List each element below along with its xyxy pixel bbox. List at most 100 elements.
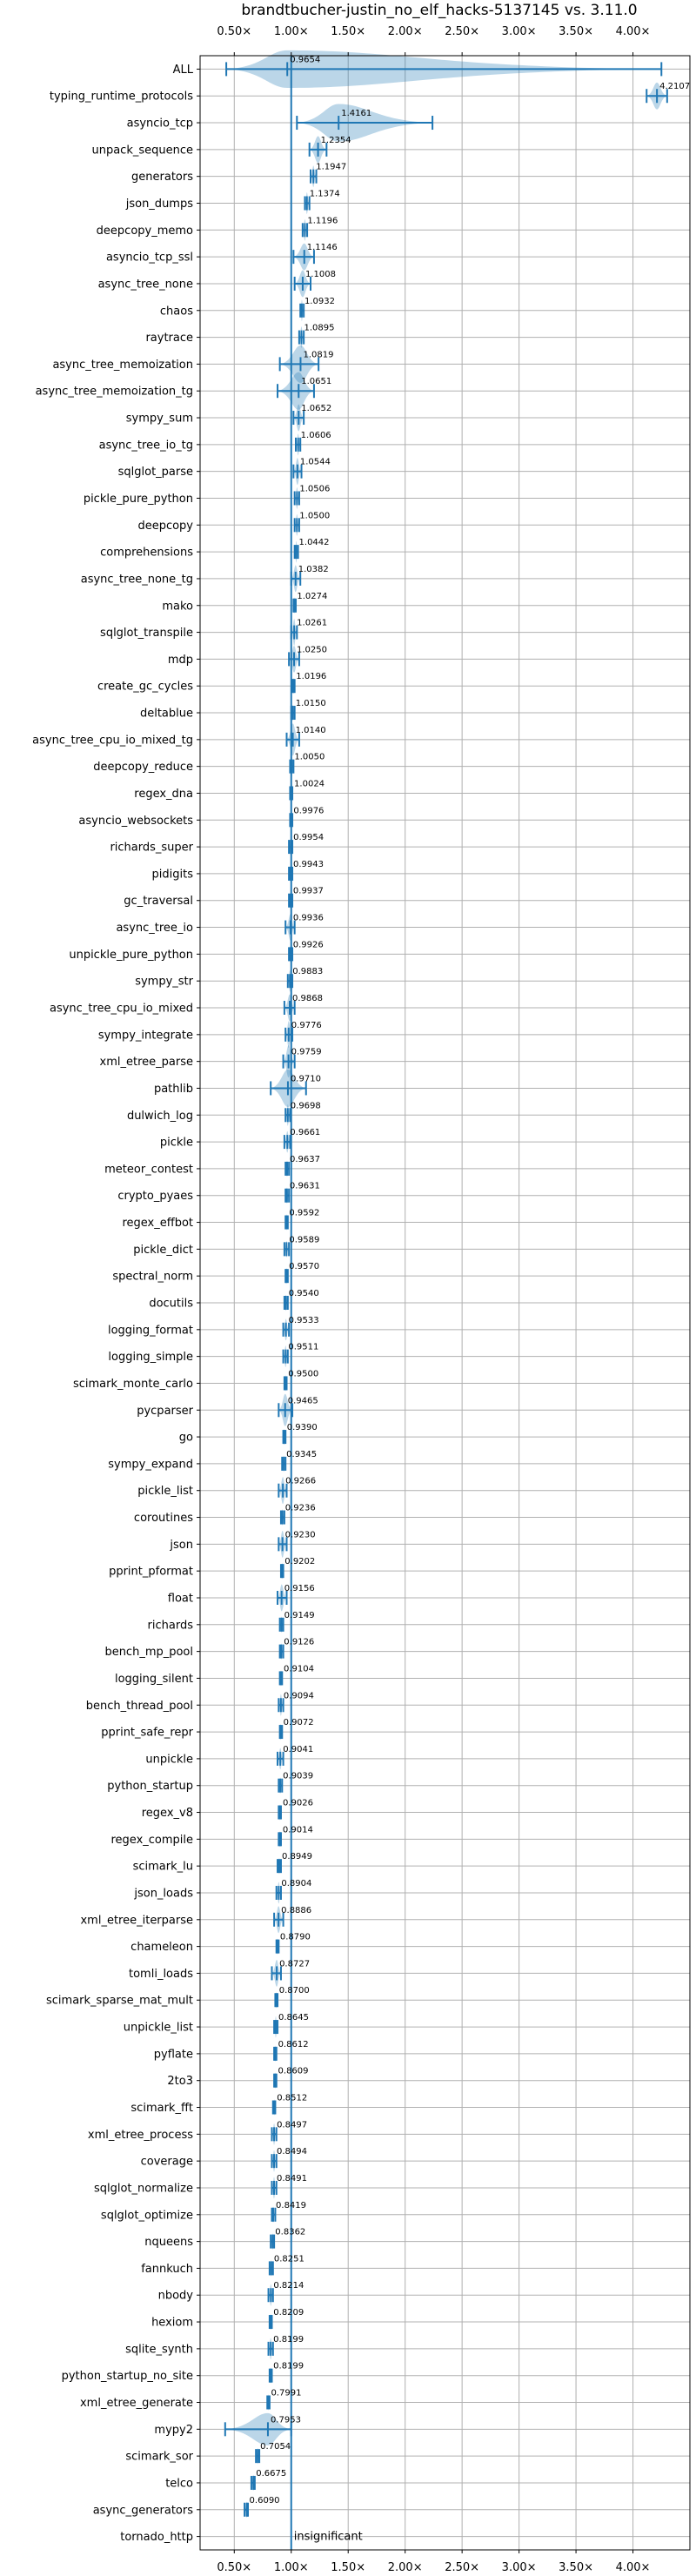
category-label: docutils (149, 1298, 193, 1311)
value-label: 0.9465 (288, 1396, 318, 1405)
value-label: 1.0819 (303, 350, 333, 359)
value-label: 0.6090 (250, 2496, 280, 2506)
value-label: 0.9943 (293, 860, 324, 869)
category-label: unpack_sequence (91, 144, 193, 157)
value-label: 1.0442 (299, 538, 330, 547)
value-label: 1.0932 (304, 297, 335, 306)
category-label: float (168, 1592, 193, 1605)
category-label: mako (162, 600, 193, 613)
category-label: xml_etree_iterparse (80, 1914, 193, 1927)
value-label: 1.0382 (298, 565, 329, 574)
value-label: 0.9698 (291, 1101, 321, 1110)
value-label: 0.7054 (260, 2442, 291, 2452)
value-label: 0.9094 (284, 1691, 314, 1701)
category-label: sympy_integrate (98, 1029, 193, 1042)
category-label: coroutines (134, 1512, 193, 1525)
category-label: logging_format (108, 1324, 193, 1337)
value-label: 0.9654 (290, 55, 320, 64)
value-label: 0.9266 (285, 1477, 316, 1486)
marks-layer: 0.9654 4.2107 1.4161 1.2354 1.1947 1.1374 1.11… (224, 50, 690, 2550)
value-label: 0.8904 (281, 1879, 311, 1888)
axis-layer: 0.50× 0.50× 1.00× 1.00× 1.50× 1.50× 2.00× 2.00×… (32, 25, 691, 2574)
value-label: 0.8727 (279, 1959, 310, 1969)
category-label: async_tree_io (116, 922, 193, 935)
value-label: 0.6675 (256, 2469, 286, 2479)
category-label: meteor_contest (104, 1163, 193, 1176)
plot-frame (199, 55, 691, 2551)
category-label: unpickle_pure_python (69, 949, 193, 962)
category-label: pycparser (137, 1405, 193, 1418)
value-label: 0.8214 (273, 2281, 304, 2291)
value-label: 0.9937 (293, 887, 324, 896)
x-tick-label-top: 3.00× (502, 25, 537, 38)
value-label: 0.8512 (277, 2094, 307, 2103)
category-label: telco (165, 2477, 193, 2490)
category-label: async_tree_cpu_io_mixed_tg (32, 734, 193, 747)
value-label: 0.9661 (290, 1128, 320, 1137)
x-tick-label-bottom: 4.00× (616, 2561, 651, 2574)
value-label: 0.8491 (277, 2174, 307, 2184)
value-label: 1.2354 (321, 136, 351, 145)
category-label: sympy_sum (126, 413, 193, 426)
value-label: 1.1374 (310, 189, 340, 198)
category-label: create_gc_cycles (97, 681, 193, 694)
value-label: 1.0544 (300, 458, 331, 467)
category-label: regex_dna (134, 788, 193, 801)
category-label: pickle_list (137, 1485, 193, 1498)
value-label: 0.9589 (289, 1235, 319, 1244)
category-label: pickle_pure_python (84, 493, 193, 506)
value-label: 0.9883 (292, 967, 323, 976)
value-label: 1.0606 (301, 431, 331, 440)
x-tick-label-bottom: 2.50× (445, 2561, 479, 2574)
category-label: regex_v8 (142, 1807, 193, 1820)
x-tick-label-top: 0.50× (217, 25, 251, 38)
value-label: 1.0506 (299, 484, 330, 493)
value-label: 0.8645 (278, 2013, 309, 2023)
value-label: 0.9759 (291, 1048, 322, 1057)
category-label: scimark_lu (133, 1861, 193, 1874)
category-label: chameleon (130, 1941, 193, 1954)
value-label: 0.9511 (288, 1343, 318, 1352)
value-label: 0.9202 (284, 1557, 315, 1566)
category-label: scimark_fft (130, 2102, 193, 2115)
value-label: 1.0196 (296, 672, 326, 681)
category-label: crypto_pyaes (117, 1190, 193, 1203)
value-label: 0.9710 (291, 1074, 321, 1083)
category-label: regex_effbot (122, 1217, 193, 1230)
x-tick-label-bottom: 0.50× (217, 2561, 251, 2574)
category-label: regex_compile (110, 1834, 193, 1847)
value-label: 0.8419 (276, 2201, 306, 2210)
category-label: fannkuch (141, 2263, 193, 2276)
category-label: typing_runtime_protocols (50, 91, 193, 104)
value-label: 0.8700 (279, 1986, 310, 1996)
category-label: async_tree_cpu_io_mixed (50, 1003, 193, 1016)
x-tick-label-bottom: 1.00× (274, 2561, 309, 2574)
value-label: 0.9954 (293, 833, 324, 842)
x-tick-label-top: 3.50× (559, 25, 593, 38)
category-label: nqueens (144, 2236, 193, 2249)
category-label: comprehensions (100, 547, 193, 560)
category-label: sqlglot_normalize (94, 2182, 193, 2195)
category-label: deepcopy_reduce (93, 761, 193, 774)
category-label: scimark_sor (125, 2451, 193, 2464)
category-label: richards (148, 1619, 194, 1632)
category-label: sympy_expand (108, 1458, 193, 1471)
value-label: 0.9236 (285, 1504, 316, 1513)
category-label: async_tree_none (98, 278, 193, 291)
value-label: 0.8949 (282, 1852, 312, 1862)
value-label: 1.0500 (299, 511, 330, 520)
category-label: tomli_loads (129, 1968, 193, 1981)
value-label: 0.8494 (277, 2147, 307, 2157)
value-label: 0.8612 (278, 2040, 309, 2049)
x-tick-label-bottom: 3.00× (502, 2561, 537, 2574)
value-label: 0.8609 (278, 2067, 309, 2076)
category-label: hexiom (151, 2317, 193, 2330)
category-label: deltablue (140, 708, 193, 721)
value-label: 0.9345 (286, 1450, 317, 1459)
value-label: 1.1947 (316, 163, 346, 172)
grid-layer (200, 56, 690, 2550)
value-label: 0.8790 (280, 1933, 311, 1942)
category-label: tornado_http (120, 2531, 193, 2544)
value-label: 0.8886 (281, 1906, 311, 1915)
